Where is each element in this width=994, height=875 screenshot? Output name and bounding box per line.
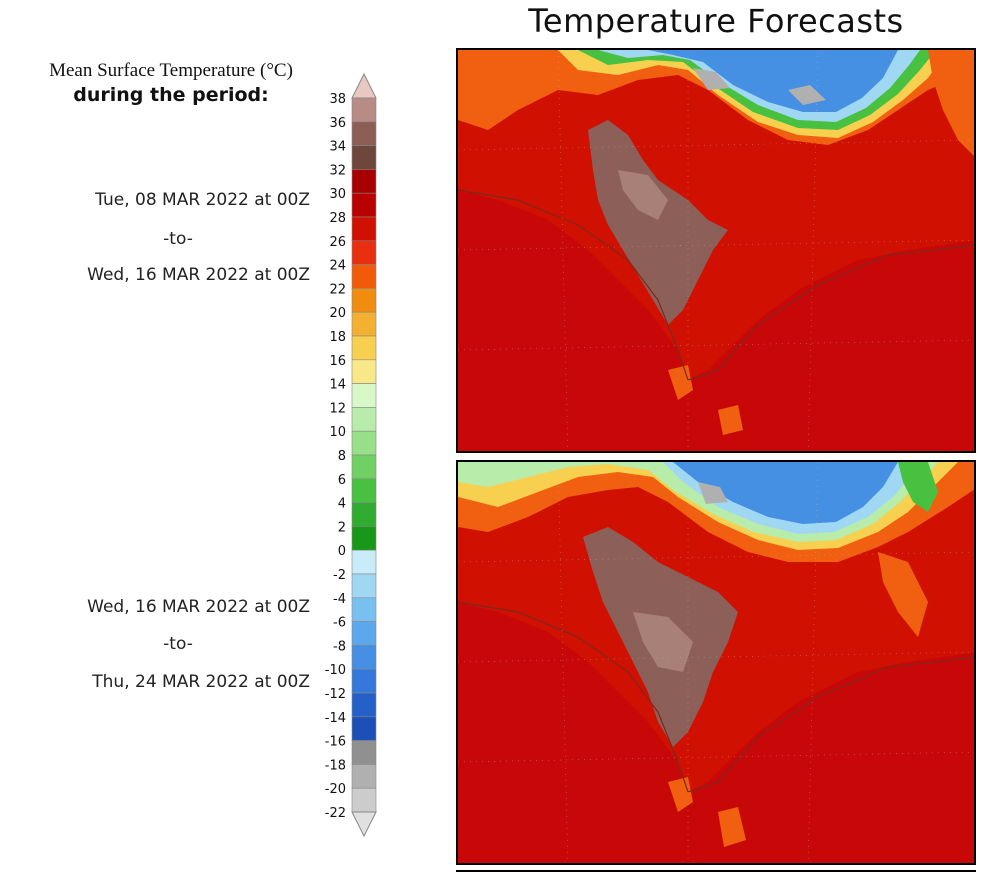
colorbar-tick-label: 0 xyxy=(338,544,346,559)
colorbar-swatch xyxy=(351,192,377,218)
colorbar-tick-label: 32 xyxy=(329,163,346,178)
colorbar-tick-label: 2 xyxy=(338,520,346,535)
colorbar-swatch xyxy=(351,645,377,670)
colorbar-swatch xyxy=(351,716,377,741)
colorbar-swatch xyxy=(351,407,377,432)
colorbar-swatch xyxy=(351,264,377,289)
colorbar-tick-label: -6 xyxy=(333,616,346,631)
colorbar-tick-label: -16 xyxy=(325,735,346,750)
colorbar-tick-label: 18 xyxy=(329,330,346,345)
colorbar-tick-label: 38 xyxy=(329,92,346,107)
snow-patch xyxy=(698,482,728,504)
warm-patch xyxy=(878,552,928,637)
colorbar-swatch xyxy=(351,454,377,480)
colorbar-swatch xyxy=(351,335,377,361)
period-2-separator: -to- xyxy=(163,634,193,654)
colorbar-tick-label: 16 xyxy=(329,354,346,369)
colorbar-tick-label: 6 xyxy=(338,473,346,488)
colorbar-swatch xyxy=(351,692,377,718)
colorbar-tick-label: 4 xyxy=(338,497,346,512)
colorbar-swatch xyxy=(351,97,377,123)
colorbar-tick-label: 30 xyxy=(329,187,346,202)
colorbar-tick-label: -12 xyxy=(325,687,346,702)
map-period-2 xyxy=(458,462,974,863)
coastline xyxy=(458,189,974,381)
colorbar-swatch xyxy=(351,764,377,789)
warm-spot xyxy=(718,405,743,435)
period-2-end: Thu, 24 MAR 2022 at 00Z xyxy=(92,672,310,692)
period-2-start: Wed, 16 MAR 2022 at 00Z xyxy=(87,597,310,617)
colorbar-tick-label: -8 xyxy=(333,639,346,654)
warm-spot xyxy=(718,807,746,847)
colorbar-swatch xyxy=(351,478,377,503)
colorbar-tick-label: 10 xyxy=(329,425,346,440)
colorbar-swatch xyxy=(351,668,377,694)
warm-spot xyxy=(668,777,693,812)
warm-spot xyxy=(668,365,693,400)
colorbar-swatch xyxy=(351,621,377,646)
colorbar-tick-label: -22 xyxy=(325,806,346,821)
colorbar-swatch xyxy=(351,740,377,765)
hot-highlight xyxy=(633,612,693,672)
colorbar-tick-label: -18 xyxy=(325,758,346,773)
legend-subtitle: during the period: xyxy=(73,84,269,106)
period-1-separator: -to- xyxy=(163,229,193,249)
colorbar-tick-label: -20 xyxy=(325,782,346,797)
colorbar-swatch xyxy=(351,311,377,337)
colorbar-swatch xyxy=(351,288,377,313)
colorbar-tick-label: 20 xyxy=(329,306,346,321)
colorbar-tick-label: 12 xyxy=(329,401,346,416)
colorbar-swatch xyxy=(351,502,377,527)
colorbar-tick-label: 26 xyxy=(329,235,346,250)
colorbar-tick-label: 36 xyxy=(329,116,346,131)
colorbar-swatch xyxy=(351,145,377,170)
colorbar-tick-label: 34 xyxy=(329,140,346,155)
bottom-rule xyxy=(456,870,976,872)
forecast-map-period-2 xyxy=(456,460,976,865)
colorbar-tick-label: 24 xyxy=(329,259,346,274)
green-patch xyxy=(898,462,938,512)
cold-blue xyxy=(648,50,898,112)
period-1-end: Wed, 16 MAR 2022 at 00Z xyxy=(87,265,310,285)
colorbar-swatch xyxy=(351,597,377,622)
colorbar-tick-label: -10 xyxy=(325,663,346,678)
colorbar-swatch xyxy=(351,359,377,384)
period-1-start: Tue, 08 MAR 2022 at 00Z xyxy=(95,190,310,210)
colorbar-swatch xyxy=(351,549,377,575)
colorbar-swatch xyxy=(351,787,377,813)
snow-patch xyxy=(693,68,730,90)
colorbar-tick-label: 8 xyxy=(338,449,346,464)
colorbar-swatch xyxy=(351,169,377,194)
colorbar-swatch xyxy=(351,526,377,551)
colorbar-swatch xyxy=(351,383,377,408)
warm-patch xyxy=(498,50,533,95)
colorbar-tick-label: 14 xyxy=(329,378,346,393)
coastline xyxy=(458,601,974,793)
colorbar-tick-label: 28 xyxy=(329,211,346,226)
cold-blue xyxy=(673,462,898,524)
temperature-colorbar: 38363432302826242220181614121086420-2-4-… xyxy=(325,72,377,838)
snow-patch xyxy=(788,85,826,105)
colorbar-swatch xyxy=(351,430,377,456)
colorbar-swatch xyxy=(351,240,377,265)
colorbar-top-arrow xyxy=(351,72,377,99)
colorbar-swatch xyxy=(351,121,377,146)
colorbar-tick-label: -14 xyxy=(325,711,346,726)
colorbar-swatch xyxy=(351,216,377,242)
colorbar-tick-label: -2 xyxy=(333,568,346,583)
page-title: Temperature Forecasts xyxy=(528,2,904,40)
warm-corner xyxy=(928,50,974,156)
map-period-1 xyxy=(458,50,974,451)
hot-highlight xyxy=(618,170,668,220)
colorbar-swatch xyxy=(351,573,377,599)
colorbar-tick-label: -4 xyxy=(333,592,346,607)
colorbar-bottom-arrow xyxy=(351,811,377,838)
legend-title: Mean Surface Temperature (°C) xyxy=(49,60,293,81)
forecast-map-period-1 xyxy=(456,48,976,453)
colorbar-tick-label: 22 xyxy=(329,282,346,297)
